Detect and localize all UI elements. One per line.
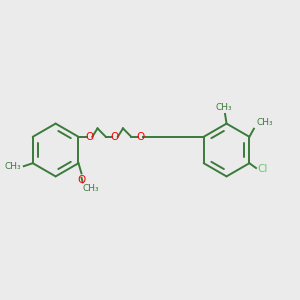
Text: O: O — [136, 132, 144, 142]
Text: CH₃: CH₃ — [5, 162, 21, 171]
Text: CH₃: CH₃ — [83, 184, 99, 193]
Text: O: O — [77, 175, 86, 184]
Text: O: O — [85, 132, 93, 142]
Text: O: O — [111, 132, 119, 142]
Text: CH₃: CH₃ — [256, 118, 273, 127]
Text: Cl: Cl — [258, 164, 268, 174]
Text: CH₃: CH₃ — [215, 103, 232, 112]
